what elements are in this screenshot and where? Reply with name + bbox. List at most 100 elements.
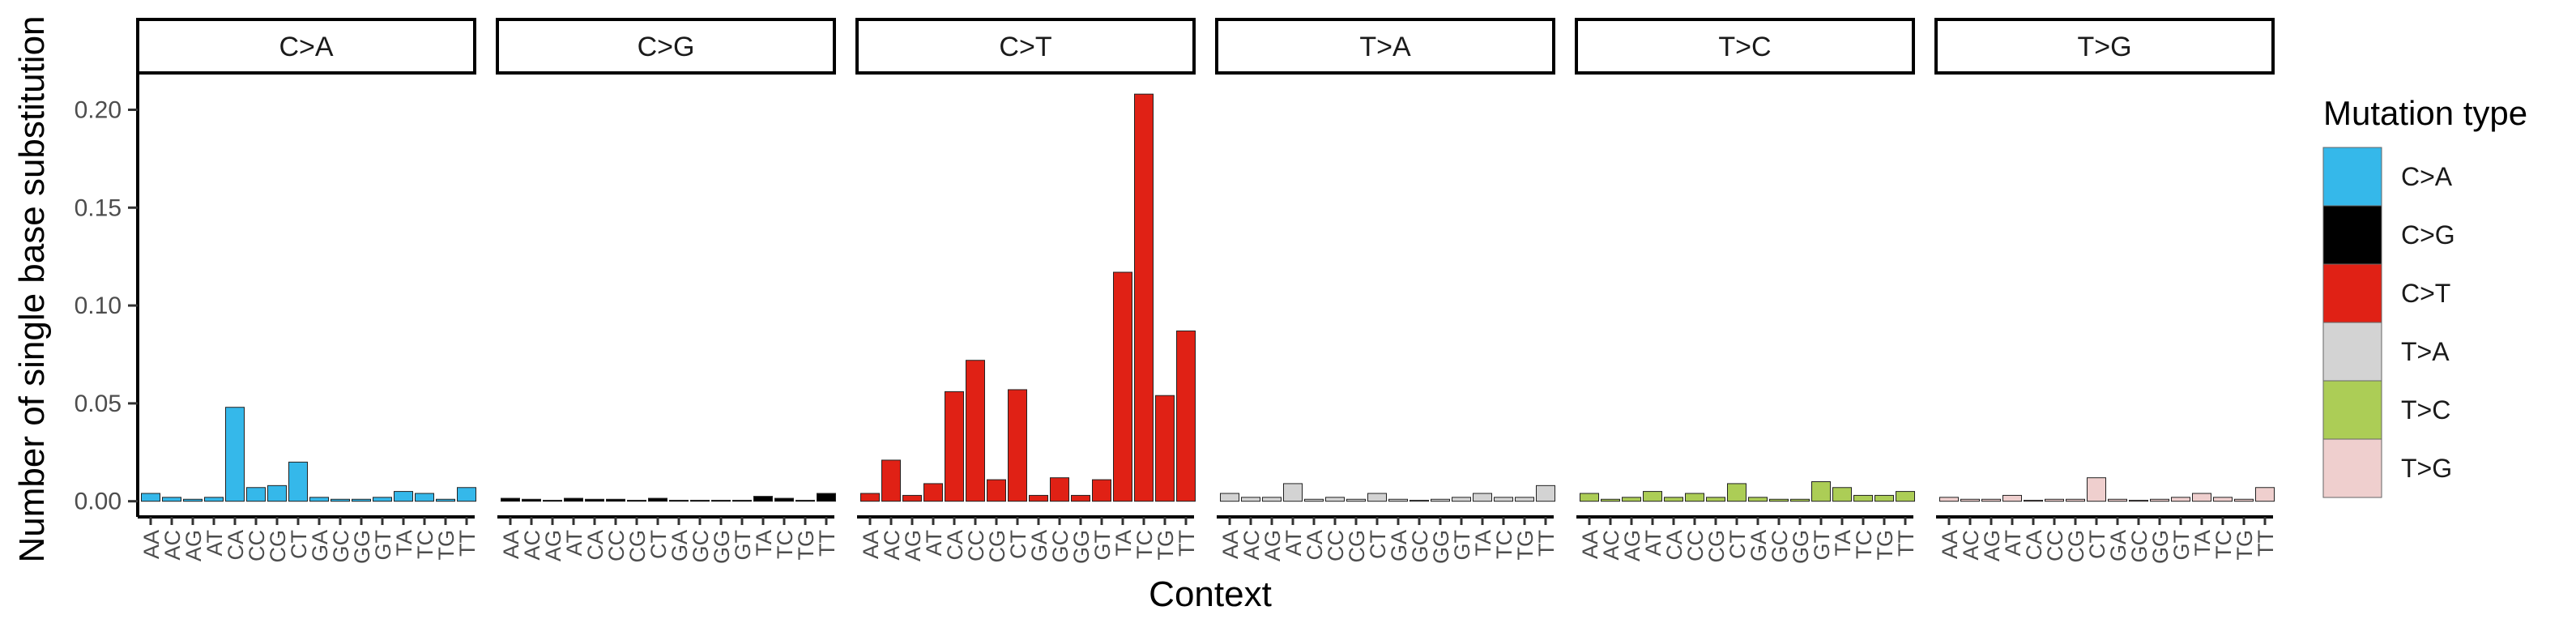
bar (2002, 494, 2022, 502)
bar (860, 493, 880, 502)
x-tick-label: CC (1683, 530, 1708, 561)
x-tick-label: GC (1768, 530, 1792, 563)
x-tick-label: GG (2148, 530, 2173, 564)
bar (183, 498, 203, 502)
x-tick-label: TA (752, 530, 776, 557)
x-tick-label: CG (1345, 530, 1369, 563)
legend-label: C>G (2401, 220, 2455, 250)
x-tick-label: CT (287, 530, 311, 559)
bar (1769, 498, 1789, 502)
x-tick-label: TC (413, 530, 437, 559)
x-tick-label: CA (2022, 530, 2046, 561)
x-tick-label: AG (1620, 530, 1644, 561)
bar (2234, 498, 2254, 502)
legend-key (2322, 322, 2382, 382)
bar (1050, 477, 1069, 502)
x-tick-label: GA (2106, 530, 2130, 561)
bar (795, 499, 815, 502)
bar (774, 497, 794, 502)
bar (1304, 498, 1324, 502)
x-tick-label: CT (1366, 530, 1390, 559)
x-tick-label: CG (2064, 530, 2088, 563)
x-tick-label: AG (541, 530, 565, 561)
bar (1388, 498, 1408, 502)
x-tick-label: AA (859, 530, 883, 559)
bar (501, 497, 520, 502)
bar (966, 360, 985, 502)
facet-strip (1215, 18, 1555, 75)
x-tick-label: TC (1852, 530, 1876, 559)
x-tick-label: GA (308, 530, 332, 561)
x-tick-label: AA (1218, 530, 1243, 559)
bar (1473, 493, 1492, 502)
facet-strip (496, 18, 836, 75)
bar (753, 496, 773, 502)
bar (1960, 498, 1980, 502)
x-tick-label: GT (1810, 530, 1834, 561)
bar (1664, 497, 1683, 502)
x-tick-label: AG (1260, 530, 1285, 561)
facet-strip-label: T>C (1718, 32, 1771, 62)
bar (1431, 498, 1450, 502)
bar (1580, 493, 1599, 502)
legend-key (2322, 438, 2382, 498)
x-tick-label: CC (2043, 530, 2067, 561)
bar (1790, 498, 1810, 502)
bar (732, 499, 752, 502)
bar (1981, 498, 2001, 502)
x-tick-label: TG (434, 530, 458, 561)
y-tick-label: 0.10 (75, 292, 122, 319)
bar (585, 498, 604, 502)
x-tick-label: CA (1662, 530, 1687, 561)
x-tick-label: AT (1282, 530, 1306, 557)
x-tick-label: TG (2233, 530, 2257, 561)
x-tick-label: AT (562, 530, 586, 557)
x-tick-label: AT (1641, 530, 1665, 557)
facet-strip-label: C>G (638, 32, 695, 62)
x-tick-label: TC (2211, 530, 2236, 559)
x-tick-label: GG (1789, 530, 1813, 564)
bar (2255, 487, 2275, 502)
bar (1325, 497, 1345, 502)
legend-label: T>C (2401, 395, 2450, 425)
bar (817, 493, 836, 502)
bar (1748, 497, 1768, 502)
x-tick-label: GG (350, 530, 374, 564)
x-tick-label: CA (583, 530, 608, 561)
bar (1346, 498, 1366, 502)
x-tick-label: CA (943, 530, 967, 561)
bar (1622, 497, 1641, 502)
legend-key (2322, 263, 2382, 323)
bar (309, 497, 329, 502)
x-tick-label: TG (1513, 530, 1537, 561)
bar (1727, 483, 1746, 502)
bar (2024, 499, 2043, 502)
bar (1452, 497, 1471, 502)
x-tick-label: CG (985, 530, 1009, 563)
x-tick-label: CC (604, 530, 629, 561)
bar (648, 497, 667, 502)
x-tick-label: AT (2001, 530, 2025, 557)
x-tick-label: GA (1387, 530, 1411, 561)
legend-key (2322, 380, 2382, 440)
bar (415, 493, 434, 502)
facet-strip-label: C>T (999, 32, 1051, 62)
x-tick-label: TC (1132, 530, 1157, 559)
facet-strip-label: C>A (279, 32, 333, 62)
bar (1874, 494, 1894, 502)
x-tick-label: TG (794, 530, 818, 561)
x-tick-label: CG (266, 530, 290, 563)
bar (141, 493, 160, 502)
bar (288, 461, 308, 502)
bar (1896, 491, 1915, 502)
bar (711, 499, 731, 502)
legend-label: T>G (2401, 454, 2452, 483)
bar (204, 497, 224, 502)
x-tick-label: CT (1725, 530, 1750, 559)
bar (987, 479, 1006, 502)
bar (2213, 497, 2233, 502)
x-tick-label: CG (625, 530, 650, 563)
bar (352, 498, 371, 502)
x-tick-label: AA (1938, 530, 1962, 559)
legend-label: C>T (2401, 279, 2450, 308)
